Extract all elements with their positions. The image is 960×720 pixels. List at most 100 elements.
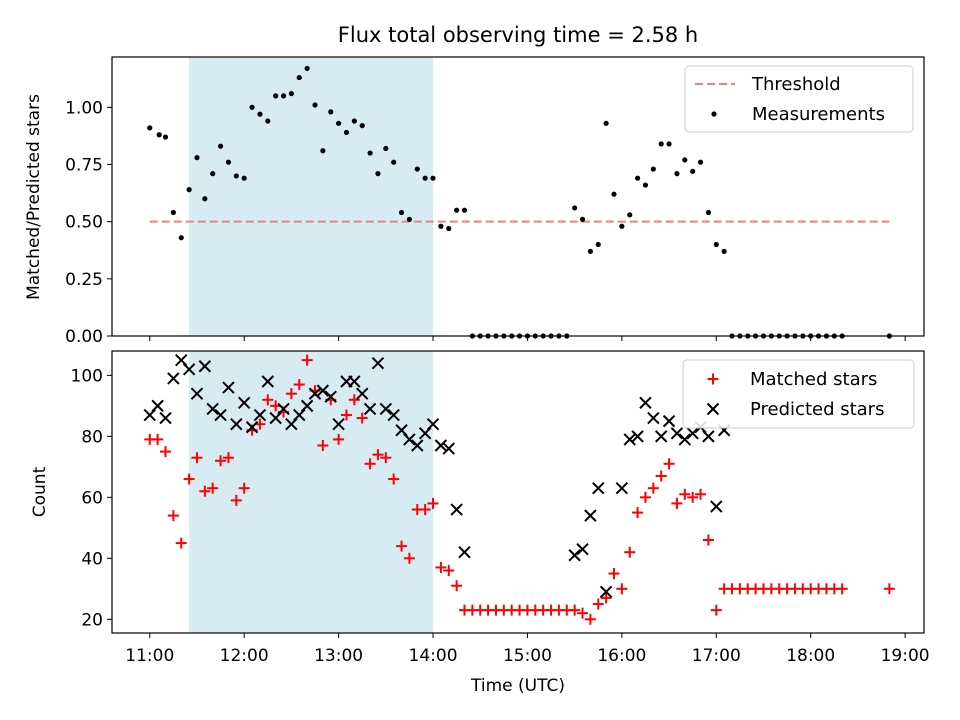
measurement-point: [328, 109, 334, 115]
bottom-x-axis: 11:00 12:00 13:00 14:00 15:00 16:00 17:00 18:00…: [125, 633, 930, 666]
measurement-point: [587, 248, 593, 254]
measurement-point: [406, 216, 413, 222]
predicted-star-point: [615, 481, 629, 495]
predicted-star-point: [584, 509, 597, 522]
measurement-point: [461, 207, 468, 213]
matched-star-point: [403, 552, 415, 564]
matched-star-point: [191, 452, 203, 464]
measurement-point: [391, 159, 397, 165]
chart-title: Flux total observing time = 2.58 h: [338, 23, 698, 47]
predicted-star-point: [678, 433, 692, 446]
matched-star-point: [655, 470, 667, 482]
matched-star-point: [356, 412, 368, 424]
bottom-axes-frame: [111, 350, 925, 634]
predicted-star-point: [434, 439, 448, 452]
matched-star-point: [592, 598, 604, 610]
matched-star-point: [577, 607, 589, 619]
matched-star-point: [624, 546, 636, 558]
y-tick-label: 80: [81, 427, 103, 447]
measurement-point: [430, 175, 436, 181]
measurement-point: [446, 225, 452, 232]
measurement-point: [343, 129, 350, 136]
measurement-point: [194, 155, 200, 161]
predicted-star-point: [167, 372, 180, 385]
y-tick-label: 0.75: [65, 155, 103, 175]
top-highlight-span: [189, 57, 434, 336]
matched-star-point: [396, 540, 408, 552]
matched-star-point: [167, 510, 179, 522]
top-legend: Threshold Measurements: [684, 65, 914, 133]
predicted-star-point: [379, 402, 393, 416]
y-tick-label: 1.00: [65, 98, 103, 118]
matched-star-point: [293, 379, 305, 391]
predicted-star-point: [568, 549, 581, 562]
matched-legend-label: Matched stars: [750, 369, 877, 390]
measurement-point: [241, 175, 247, 181]
y-tick-label: 0.25: [65, 270, 103, 290]
measurement-point: [359, 123, 365, 129]
measurement-point: [375, 171, 381, 177]
matched-star-point: [663, 458, 675, 470]
bottom-highlight-span: [189, 351, 434, 633]
measurement-point: [249, 104, 255, 110]
predicted-star-point: [623, 433, 636, 446]
measurement-point: [572, 205, 578, 211]
measurement-point: [721, 248, 727, 254]
y-tick-label: 40: [81, 549, 103, 569]
measurement-point: [273, 93, 279, 99]
matched-star-point: [222, 452, 234, 464]
predicted-legend-glyph: [706, 402, 720, 416]
matched-star-point: [364, 458, 376, 470]
predicted-star-point: [592, 481, 605, 495]
measurement-point: [666, 141, 672, 147]
predicted-star-point: [198, 360, 212, 373]
matched-star-point: [238, 482, 250, 494]
measurement-point: [595, 241, 601, 248]
matched-star-point: [333, 433, 345, 445]
measurement-point: [178, 235, 184, 241]
matched-legend-glyph: [707, 373, 719, 385]
bottom-y-axis-label: Count: [30, 466, 50, 517]
predicted-star-point: [371, 356, 385, 370]
measurement-point: [682, 157, 688, 163]
predicted-star-point: [631, 430, 644, 443]
x-tick-label: 12:00: [220, 646, 269, 666]
measurement-point: [336, 120, 342, 126]
predicted-star-point: [426, 417, 440, 431]
measurement-point: [304, 65, 310, 72]
x-tick-label: 11:00: [125, 646, 174, 666]
top-y-axis: 0.00 0.25 0.50 0.75 1.00: [65, 98, 112, 347]
measurement-point: [170, 209, 176, 216]
predicted-star-point: [686, 427, 699, 440]
x-tick-label: 19:00: [881, 646, 930, 666]
predicted-star-point: [442, 442, 455, 455]
matched-star-point: [380, 452, 392, 464]
measurement-point: [658, 141, 664, 147]
predicted-star-point: [300, 399, 314, 413]
y-tick-label: 100: [71, 366, 103, 386]
bottom-plot-area: [143, 353, 895, 625]
predicted-star-point: [151, 399, 164, 413]
matched-star-point: [687, 491, 699, 503]
predicted-star-point: [710, 500, 723, 513]
matched-star-point: [608, 568, 620, 580]
measurement-point: [603, 120, 609, 126]
measurement-point: [288, 90, 294, 97]
measurement-point: [265, 118, 271, 124]
x-tick-label: 16:00: [597, 646, 646, 666]
top-plot-area: [147, 65, 892, 339]
matched-star-point: [671, 497, 683, 509]
predicted-legend-marker: [706, 402, 720, 416]
matched-star-point: [388, 473, 400, 485]
top-legend-box: [684, 65, 914, 133]
predicted-star-point: [662, 414, 676, 428]
measurement-point: [186, 187, 192, 193]
top-axes-frame: [111, 56, 925, 337]
top-y-axis-label: Matched/Predicted stars: [24, 94, 44, 300]
predicted-star-point: [237, 396, 251, 410]
measurement-point: [312, 102, 318, 108]
matched-star-point: [175, 537, 187, 549]
measurement-point: [398, 209, 405, 216]
x-tick-label: 18:00: [786, 646, 835, 666]
